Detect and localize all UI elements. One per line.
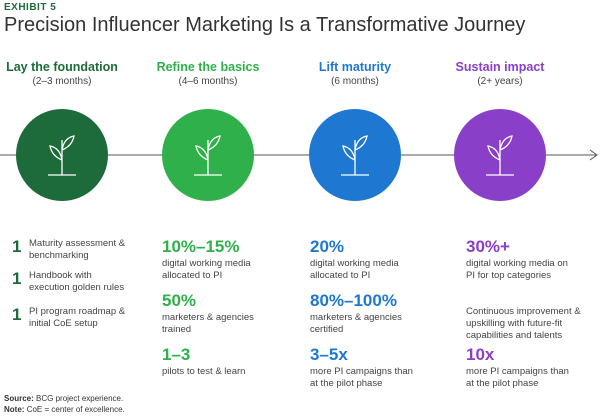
item-figure: 10%–15%	[162, 237, 240, 256]
stage-duration: (6 months)	[331, 76, 379, 87]
item-figure: 80%–100%	[310, 291, 397, 310]
item-text: Maturity assessment & benchmarking	[29, 238, 126, 261]
item-figure: 30%+	[466, 237, 510, 256]
item-text: digital working media allocated to PI	[310, 258, 399, 281]
stage-duration: (4–6 months)	[178, 76, 238, 87]
item-text: Continuous improvement & upskilling with…	[466, 306, 581, 341]
item-figure: 3–5x	[310, 345, 348, 364]
circles	[16, 109, 546, 201]
stage-icon	[195, 135, 221, 175]
item-figure: 50%	[162, 291, 197, 310]
note-text: CoE = center of excellence.	[26, 405, 125, 414]
item-text: pilots to test & learn	[162, 366, 246, 377]
item-text: digital working media allocated to PI	[162, 258, 251, 281]
stage-title: Lay the foundation	[6, 60, 118, 74]
note-label: Note:	[4, 405, 25, 414]
item-text: marketers & agencies certified	[310, 312, 402, 335]
exhibit-label: EXHIBIT 5	[4, 2, 57, 13]
source: Source: BCG project experience.	[4, 394, 123, 403]
arrow-head	[589, 149, 598, 161]
item-figure: 1	[12, 237, 22, 256]
item-figure: 1	[12, 269, 22, 288]
note: Note: CoE = center of excellence.	[4, 405, 125, 414]
stage-icon	[342, 135, 368, 175]
item-figure: 20%	[310, 237, 345, 256]
source-text: BCG project experience.	[36, 394, 124, 403]
item-text: more PI campaigns than at the pilot phas…	[310, 366, 413, 389]
item-text: marketers & agencies trained	[162, 312, 254, 335]
stage-title: Sustain impact	[455, 60, 545, 74]
title: Precision Influencer Marketing Is a Tran…	[4, 14, 526, 36]
item-figure: 1–3	[162, 345, 191, 364]
item-text: Handbook with execution golden rules	[29, 270, 125, 293]
item-figure: 10x	[466, 345, 495, 364]
stage-duration: (2+ years)	[477, 76, 523, 87]
stage-icon	[49, 135, 75, 175]
stage-duration: (2–3 months)	[32, 76, 92, 87]
source-label: Source:	[4, 394, 34, 403]
stage-title: Lift maturity	[318, 60, 392, 74]
item-text: digital working media on PI for top cate…	[466, 258, 568, 281]
item-figure: 1	[12, 305, 22, 324]
item-text: more PI campaigns than at the pilot phas…	[466, 366, 569, 389]
item-text: PI program roadmap & initial CoE setup	[29, 306, 126, 329]
stage-icon	[487, 135, 513, 175]
stage-title: Refine the basics	[156, 60, 260, 74]
